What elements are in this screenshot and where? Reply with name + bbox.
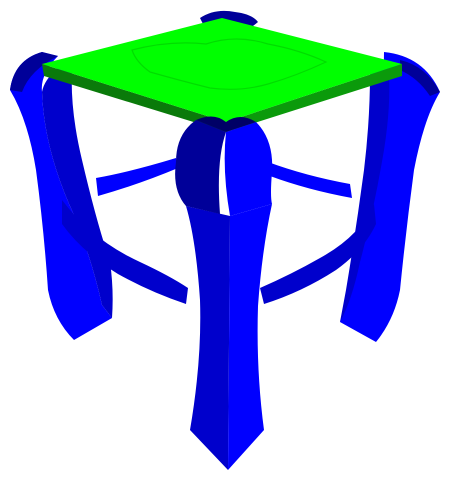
back-right-leg-outer xyxy=(340,52,440,342)
right-back-arch xyxy=(268,162,352,198)
back-left-leg xyxy=(10,52,113,340)
front-leg-cap-right xyxy=(225,122,273,216)
left-back-arch xyxy=(96,158,178,196)
table-top xyxy=(42,18,402,132)
table-top-surface xyxy=(42,18,402,122)
back-right-leg xyxy=(340,52,440,342)
front-leg-shaft-left xyxy=(186,206,230,470)
front-center-leg xyxy=(175,116,272,470)
front-leg-cap-left xyxy=(175,120,226,214)
front-leg-shaft-right xyxy=(228,204,272,470)
